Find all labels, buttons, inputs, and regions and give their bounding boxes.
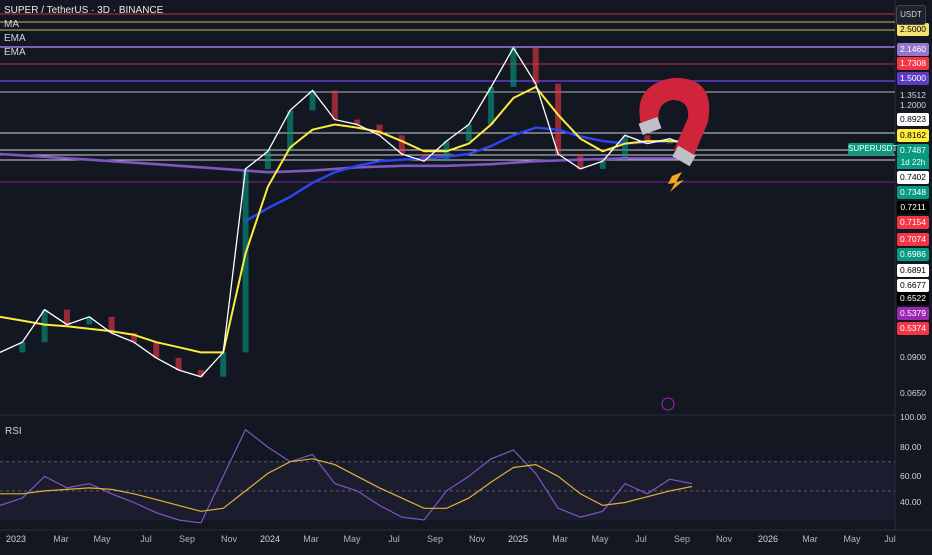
candle xyxy=(108,316,115,333)
candle xyxy=(63,309,70,325)
candle xyxy=(41,309,48,343)
chart-legend: SUPER / TetherUS · 3D · BINANCE MA EMA E… xyxy=(4,4,163,60)
price-tick: 1.2000 xyxy=(900,100,926,110)
time-tick: Nov xyxy=(220,534,238,544)
candle xyxy=(153,342,160,358)
price-badge: 0.5379 xyxy=(897,307,929,320)
candle xyxy=(309,90,316,111)
time-tick: 2023 xyxy=(5,534,27,544)
price-badge: 0.7074 xyxy=(897,233,929,246)
candle xyxy=(242,168,249,353)
price-badge: 0.7348 xyxy=(897,186,929,199)
time-tick: Jul xyxy=(884,534,896,544)
series-line-ma-blue xyxy=(244,126,692,223)
candle xyxy=(175,357,182,371)
time-tick: Jul xyxy=(635,534,647,544)
time-tick: Nov xyxy=(468,534,486,544)
candle xyxy=(555,83,562,155)
candle xyxy=(644,135,651,144)
candle xyxy=(622,135,629,162)
time-tick: 2024 xyxy=(259,534,281,544)
price-badge: 1.7308 xyxy=(897,57,929,70)
price-badge: 0.6522 xyxy=(897,292,929,305)
price-badge: 1.5000 xyxy=(897,72,929,85)
price-badge: 0.7402 xyxy=(897,171,929,184)
time-tick: 2026 xyxy=(757,534,779,544)
time-tick: Nov xyxy=(715,534,733,544)
price-badge: 0.5374 xyxy=(897,322,929,335)
symbol-badge: SUPERUSDT xyxy=(848,143,898,155)
candle xyxy=(331,90,338,120)
candle xyxy=(577,154,584,169)
time-tick: Sep xyxy=(673,534,691,544)
rsi-tick: 100.00 xyxy=(900,412,926,422)
indicator-ma-label[interactable]: MA xyxy=(4,19,19,30)
time-tick: May xyxy=(343,534,361,544)
candle xyxy=(398,135,405,155)
rsi-line xyxy=(0,428,693,524)
price-badge: 0.7487 xyxy=(897,144,929,157)
indicator-ema-label-2[interactable]: EMA xyxy=(4,47,26,58)
time-tick: Sep xyxy=(426,534,444,544)
candle xyxy=(86,316,93,325)
price-tick: 0.0650 xyxy=(900,388,926,398)
candle xyxy=(488,87,495,125)
price-badge: 0.7154 xyxy=(897,216,929,229)
price-badge: 0.6891 xyxy=(897,264,929,277)
time-tick: 2025 xyxy=(507,534,529,544)
candle xyxy=(376,124,383,136)
candle xyxy=(465,124,472,142)
rsi-tick: 80.00 xyxy=(900,442,922,452)
candle xyxy=(510,47,517,88)
price-badge: 0.6986 xyxy=(897,248,929,261)
time-tick: May xyxy=(843,534,861,544)
candle xyxy=(19,342,26,353)
time-tick: Sep xyxy=(178,534,196,544)
price-tick: 1.3512 xyxy=(900,90,926,100)
series-line-ema-yellow xyxy=(0,85,693,354)
bar-countdown: 1d 22h xyxy=(897,157,929,169)
candle xyxy=(264,151,271,169)
candle xyxy=(354,119,361,125)
rsi-tick: 40.00 xyxy=(900,497,922,507)
candle xyxy=(532,47,539,84)
time-tick: Jul xyxy=(388,534,400,544)
price-badge: 2.1460 xyxy=(897,43,929,56)
rsi-pane-label[interactable]: RSI xyxy=(5,426,22,437)
price-badge: 2.5000 xyxy=(897,23,929,36)
symbol-title: SUPER / TetherUS · 3D · BINANCE xyxy=(4,5,164,16)
time-tick: Mar xyxy=(552,534,568,544)
time-tick: Mar xyxy=(53,534,69,544)
indicator-ema-label[interactable]: EMA xyxy=(4,33,26,44)
magnet-icon xyxy=(638,77,710,192)
rsi-tick: 60.00 xyxy=(900,471,922,481)
time-tick: Mar xyxy=(303,534,319,544)
time-tick: Mar xyxy=(802,534,818,544)
price-badge: 0.6677 xyxy=(897,279,929,292)
series-line-price xyxy=(0,46,693,378)
time-tick: May xyxy=(591,534,609,544)
candle xyxy=(220,352,227,377)
price-badge: 0.7211 xyxy=(897,201,929,214)
candle xyxy=(130,332,137,343)
candle xyxy=(599,161,606,169)
time-tick: May xyxy=(93,534,111,544)
currency-button[interactable]: USDT xyxy=(896,5,926,25)
candle xyxy=(197,370,204,377)
price-badge: 0.8923 xyxy=(897,113,929,126)
lightning-icon xyxy=(661,397,675,411)
price-badge: 0.8162 xyxy=(897,129,929,142)
price-tick: 0.0900 xyxy=(900,352,926,362)
rsi-ma-line xyxy=(0,458,693,512)
candle xyxy=(287,110,294,152)
time-tick: Jul xyxy=(140,534,152,544)
